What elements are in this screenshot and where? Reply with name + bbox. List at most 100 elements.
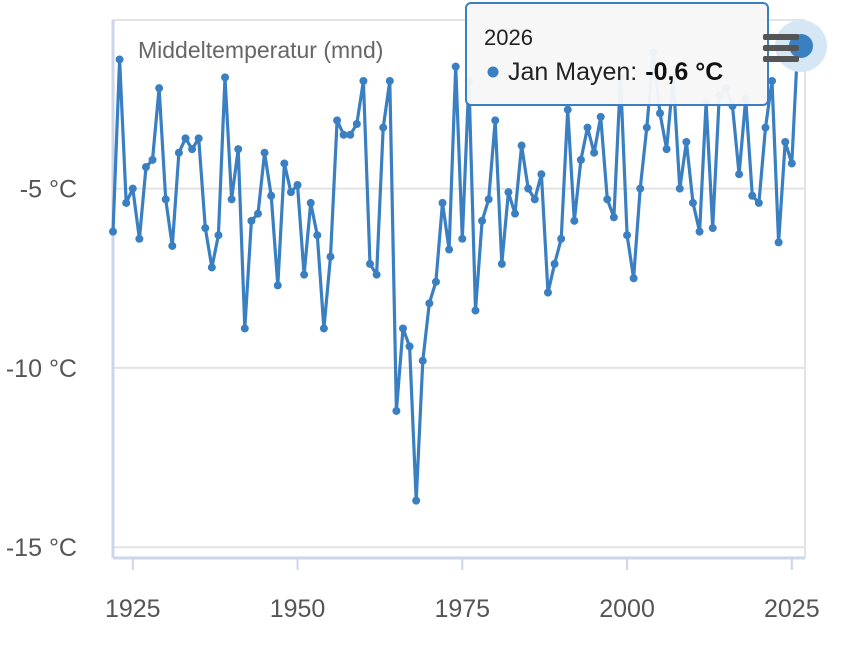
data-point[interactable] [491,116,500,125]
data-point[interactable] [557,234,566,243]
data-point[interactable] [405,342,414,351]
data-point[interactable] [642,123,651,132]
data-point[interactable] [656,109,665,118]
data-point[interactable] [511,209,520,218]
data-point[interactable] [372,270,381,279]
data-point[interactable] [379,123,388,132]
data-point[interactable] [352,120,361,129]
data-point[interactable] [221,73,230,82]
data-point[interactable] [207,263,216,272]
data-point[interactable] [227,195,236,204]
data-point[interactable] [300,270,309,279]
data-point[interactable] [188,145,197,154]
data-point[interactable] [550,259,559,268]
data-point[interactable] [194,134,203,143]
data-point[interactable] [537,170,546,179]
data-point[interactable] [688,198,697,207]
data-point[interactable] [260,148,269,157]
data-point[interactable] [458,234,467,243]
data-point[interactable] [418,356,427,365]
data-point[interactable] [392,406,401,415]
data-point[interactable] [497,259,506,268]
data-point[interactable] [596,112,605,121]
data-point[interactable] [774,238,783,247]
data-point[interactable] [234,145,243,154]
data-point[interactable] [128,184,137,193]
data-point[interactable] [109,227,117,236]
data-point[interactable] [603,195,612,204]
data-point[interactable] [214,231,223,240]
data-point[interactable] [286,188,295,197]
data-point[interactable] [425,299,434,308]
data-point[interactable] [319,324,328,333]
data-point[interactable] [576,155,585,164]
data-point[interactable] [366,259,375,268]
data-point[interactable] [484,195,493,204]
data-point[interactable] [273,281,282,290]
data-point[interactable] [517,141,526,150]
data-point[interactable] [524,184,533,193]
data-point[interactable] [333,116,342,125]
x-tick-label: 2025 [764,595,820,623]
data-point[interactable] [583,123,592,132]
data-point[interactable] [543,288,552,297]
data-point[interactable] [445,245,454,254]
data-point[interactable] [385,76,394,85]
data-point[interactable] [662,145,671,154]
data-point[interactable] [563,105,572,114]
data-point[interactable] [754,198,763,207]
data-point[interactable] [155,84,164,93]
data-point[interactable] [451,62,460,71]
data-point[interactable] [781,137,790,146]
data-point[interactable] [708,224,717,233]
data-point[interactable] [280,159,289,168]
data-point[interactable] [240,324,249,333]
data-point[interactable] [609,213,618,222]
data-point[interactable] [135,234,144,243]
data-point[interactable] [570,216,579,225]
data-point[interactable] [398,324,407,333]
data-point[interactable] [412,496,421,505]
data-point[interactable] [438,198,447,207]
data-point[interactable] [168,241,177,250]
data-point[interactable] [339,130,348,139]
data-point[interactable] [761,123,770,132]
data-point[interactable] [636,184,645,193]
data-point[interactable] [148,155,157,164]
data-point[interactable] [787,159,796,168]
data-point[interactable] [201,224,210,233]
data-point[interactable] [181,134,190,143]
data-point[interactable] [359,76,368,85]
data-point[interactable] [629,274,638,283]
data-point[interactable] [267,191,276,200]
data-point[interactable] [695,227,704,236]
data-point[interactable] [590,148,599,157]
menu-bar [763,34,799,40]
data-point[interactable] [478,216,487,225]
data-point[interactable] [247,216,256,225]
data-point[interactable] [161,195,170,204]
data-point[interactable] [115,55,124,64]
data-point[interactable] [431,277,440,286]
series-jan-mayen[interactable] [109,26,803,505]
data-point[interactable] [504,188,513,197]
data-point[interactable] [530,195,539,204]
data-point[interactable] [122,198,131,207]
data-point[interactable] [346,130,355,139]
data-point[interactable] [768,76,777,85]
data-point[interactable] [306,198,315,207]
data-point[interactable] [326,252,335,261]
hamburger-menu-icon[interactable] [763,20,827,72]
data-point[interactable] [748,191,757,200]
data-point[interactable] [623,231,632,240]
data-point[interactable] [253,209,262,218]
data-point[interactable] [471,306,480,315]
data-point[interactable] [675,184,684,193]
data-point[interactable] [141,163,150,172]
data-point[interactable] [293,180,302,189]
data-point[interactable] [735,170,744,179]
data-point[interactable] [313,231,322,240]
data-point[interactable] [174,148,183,157]
data-point[interactable] [682,137,691,146]
